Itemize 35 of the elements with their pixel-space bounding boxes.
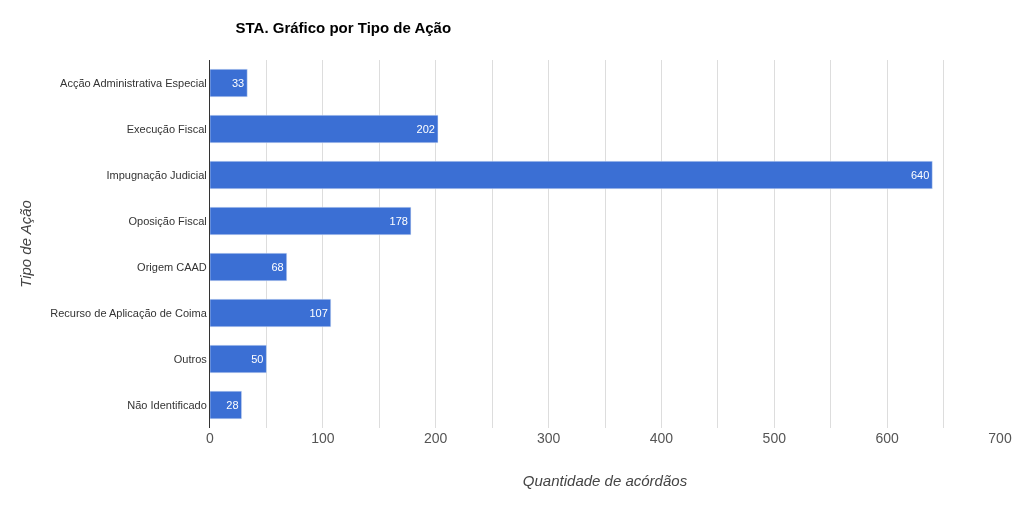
- y-tick-label: Outros: [173, 352, 208, 365]
- x-tick-label: 500: [762, 430, 787, 446]
- bar: [210, 160, 933, 190]
- bar: [210, 390, 242, 420]
- y-tick-label: Não Identificado: [127, 398, 207, 411]
- y-tick-label: Execução Fiscal: [126, 122, 207, 135]
- y-tick-label: Recurso de Aplicação de Coima: [50, 306, 208, 319]
- x-axis-title: Quantidade de acórdãos: [522, 472, 688, 489]
- data-label: 640: [910, 169, 930, 181]
- x-tick-label: 400: [649, 430, 674, 446]
- x-tick-label: 300: [536, 430, 561, 446]
- bar: [210, 68, 248, 98]
- y-axis-title: Tipo de Ação: [16, 200, 34, 288]
- x-tick-label: 600: [875, 430, 900, 446]
- x-tick-label: 200: [424, 430, 448, 446]
- data-label: 202: [416, 123, 435, 135]
- chart-title: STA. Gráfico por Tipo de Ação: [235, 19, 452, 37]
- y-tick-label: Impugnação Judicial: [106, 168, 207, 181]
- bar: [210, 114, 439, 144]
- bar: [210, 298, 332, 328]
- bar: [210, 252, 287, 282]
- data-label: 107: [309, 307, 328, 319]
- bar: [210, 206, 412, 236]
- x-tick-label: 100: [311, 430, 335, 446]
- data-label: 28: [226, 399, 239, 411]
- bar: [210, 344, 267, 374]
- data-label: 50: [251, 353, 264, 365]
- y-tick-label: Origem CAAD: [137, 260, 207, 273]
- x-tick-label: 700: [988, 430, 1012, 446]
- x-tick-label: 0: [206, 430, 215, 446]
- data-label: 178: [389, 215, 408, 227]
- y-tick-label: Oposição Fiscal: [128, 214, 207, 227]
- y-tick-label: Acção Administrativa Especial: [60, 76, 207, 89]
- data-label: 68: [271, 261, 284, 273]
- data-label: 33: [231, 77, 245, 89]
